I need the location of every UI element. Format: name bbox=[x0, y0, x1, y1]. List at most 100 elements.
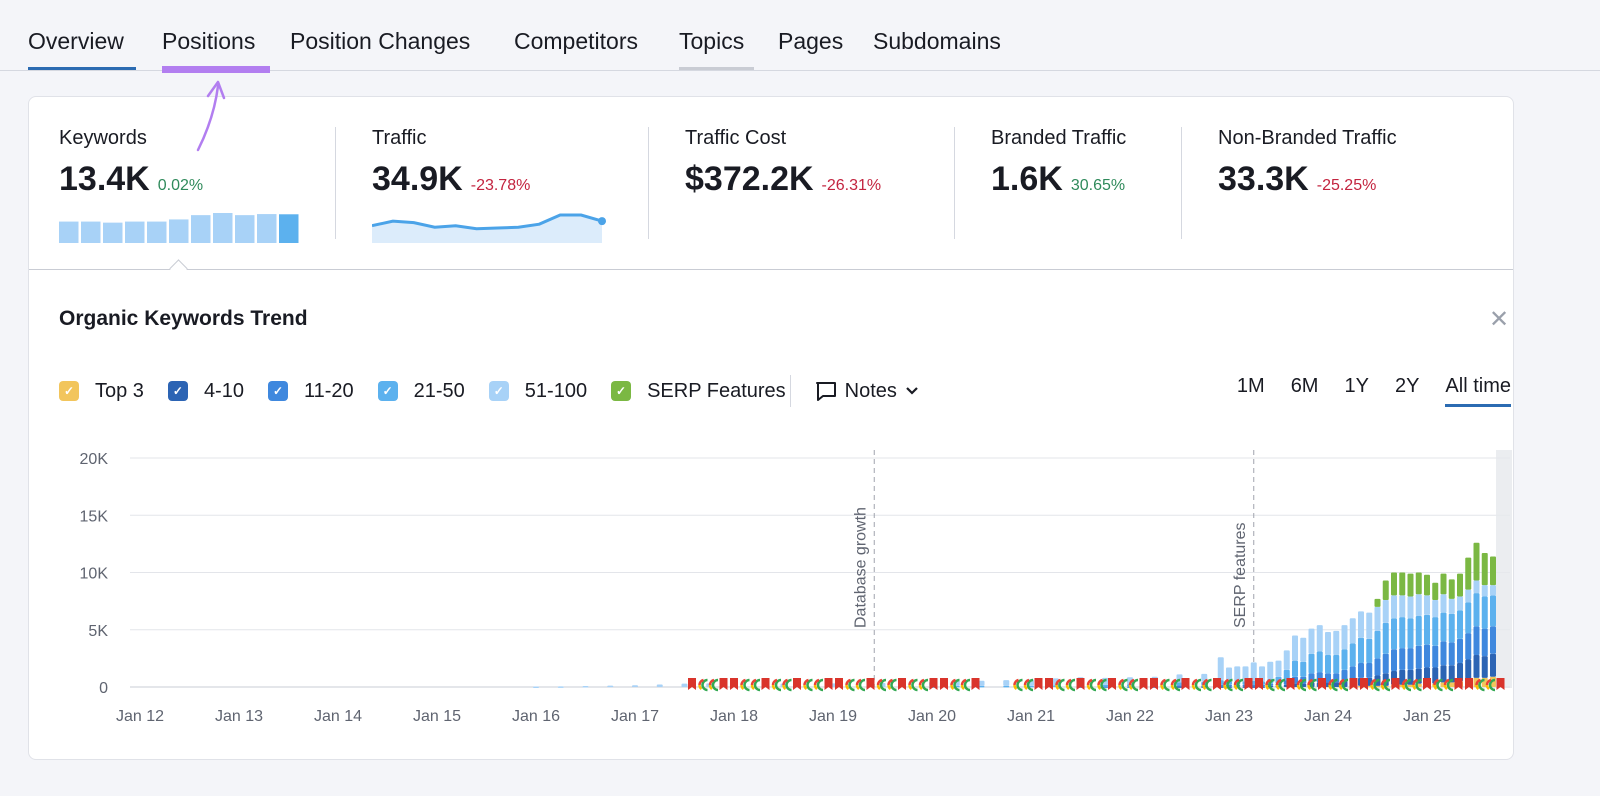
range-1y[interactable]: 1Y bbox=[1344, 375, 1369, 397]
x-tick-label: Jan 25 bbox=[1403, 708, 1451, 725]
tab-position-changes[interactable]: Position Changes bbox=[290, 28, 471, 54]
bar-segment-11-20 bbox=[1424, 644, 1430, 668]
legend-11-20[interactable]: ✓ 11-20 bbox=[267, 380, 354, 403]
metric-traffic[interactable]: Traffic 34.9K -23.78% bbox=[371, 127, 612, 248]
divider bbox=[1181, 127, 1182, 239]
legend-21-50[interactable]: ✓ 21-50 bbox=[377, 380, 465, 403]
notes-label: Notes bbox=[844, 379, 897, 402]
google-update-icon bbox=[1055, 678, 1065, 692]
google-g-arc bbox=[813, 678, 820, 686]
tab-pages[interactable]: Pages bbox=[778, 28, 844, 54]
tab-topics[interactable]: Topics bbox=[679, 28, 745, 54]
google-g-arc bbox=[921, 678, 929, 692]
tab-subdomains[interactable]: Subdomains bbox=[873, 28, 1001, 54]
google-g-arc bbox=[1058, 678, 1065, 692]
google-g-arc bbox=[1478, 678, 1485, 692]
google-g-arc bbox=[1338, 678, 1345, 686]
checkbox-icon[interactable]: ✓ bbox=[267, 381, 288, 401]
metric-change: -25.25% bbox=[1316, 177, 1377, 194]
bar-segment-51-100 bbox=[1325, 632, 1331, 655]
google-g-arc bbox=[1055, 678, 1061, 686]
metric-non-branded-traffic[interactable]: Non-Branded Traffic 33.3K -25.25% bbox=[1218, 127, 1397, 199]
checkbox-icon[interactable]: ✓ bbox=[167, 381, 188, 401]
metric-branded-traffic[interactable]: Branded Traffic 1.6K 30.65% bbox=[991, 127, 1126, 199]
google-update-flag-icon bbox=[1255, 678, 1263, 690]
bar-segment-51-100 bbox=[1217, 657, 1224, 681]
google-g-arc bbox=[743, 678, 750, 692]
bar-segment-11-20 bbox=[1473, 626, 1480, 655]
bar-segment-51-100 bbox=[1003, 680, 1010, 686]
bar-segment-serp-features bbox=[1407, 573, 1414, 597]
range-all-time[interactable]: All time bbox=[1445, 375, 1511, 407]
google-g-arc bbox=[960, 678, 967, 686]
bar-segment-21-50 bbox=[1333, 654, 1340, 674]
google-update-flag-icon bbox=[1034, 678, 1043, 690]
legend-51-100[interactable]: ✓ 51-100 bbox=[488, 380, 587, 403]
range-1m[interactable]: 1M bbox=[1236, 375, 1265, 397]
google-g-arc bbox=[708, 678, 715, 686]
google-g-arc bbox=[1443, 678, 1450, 686]
bar-segment-51-100 bbox=[1448, 598, 1455, 614]
google-update-icon bbox=[1097, 678, 1107, 692]
google-g-arc bbox=[1401, 684, 1406, 690]
google-g-arc bbox=[1373, 678, 1380, 692]
google-g-arc bbox=[753, 678, 761, 692]
google-g-arc bbox=[908, 678, 914, 686]
google-g-arc bbox=[918, 684, 923, 690]
google-g-arc bbox=[1488, 678, 1496, 692]
google-g-arc bbox=[1097, 684, 1102, 690]
google-g-arc bbox=[911, 678, 918, 692]
google-g-arc bbox=[1023, 684, 1028, 690]
google-g-arc bbox=[1131, 678, 1139, 692]
bar-segment-51-100 bbox=[1341, 625, 1348, 650]
notes-dropdown[interactable]: Notes bbox=[815, 380, 919, 403]
metric-change: -26.31% bbox=[821, 177, 882, 194]
sparkline-bar bbox=[191, 215, 211, 243]
tab-competitors[interactable]: Competitors bbox=[514, 28, 638, 54]
legend-serp-features[interactable]: ✓ SERP Features bbox=[611, 380, 786, 403]
overview-card: Keywords 13.4K 0.02% Traffic 34.9K -23.78%… bbox=[28, 96, 1514, 760]
google-g-arc bbox=[711, 678, 719, 692]
checkbox-icon[interactable]: ✓ bbox=[611, 381, 632, 401]
google-update-flag-icon bbox=[1076, 678, 1085, 690]
google-update-flag-icon bbox=[1045, 678, 1053, 690]
sparkline-bar bbox=[213, 213, 233, 243]
tab-positions[interactable]: Positions bbox=[162, 28, 256, 54]
google-update-icon bbox=[1433, 678, 1443, 692]
google-update-icon bbox=[887, 678, 897, 692]
close-icon[interactable]: ✕ bbox=[1489, 306, 1510, 333]
google-g-arc bbox=[950, 684, 955, 690]
google-update-icon bbox=[1401, 678, 1412, 692]
google-update-icon bbox=[1475, 678, 1485, 692]
range-2y[interactable]: 2Y bbox=[1394, 375, 1420, 397]
bar-segment-21-50 bbox=[978, 685, 985, 688]
google-g-arc bbox=[1412, 684, 1417, 690]
metric-traffic-cost[interactable]: Traffic Cost $372.2K -26.31% bbox=[685, 127, 881, 199]
range-6m[interactable]: 6M bbox=[1290, 375, 1319, 397]
google-g-arc bbox=[1128, 678, 1135, 686]
google-update-icon bbox=[908, 678, 918, 692]
metric-value: 1.6K bbox=[991, 160, 1063, 198]
google-g-arc bbox=[1055, 684, 1060, 690]
checkbox-icon[interactable]: ✓ bbox=[488, 381, 509, 401]
tab-overview[interactable]: Overview bbox=[28, 28, 124, 54]
metric-keywords[interactable]: Keywords 13.4K 0.02% bbox=[59, 127, 299, 248]
divider bbox=[335, 127, 336, 239]
google-g-arc bbox=[1404, 678, 1412, 692]
bar-segment-11-20 bbox=[1349, 666, 1356, 679]
bar-segment-serp-features bbox=[1415, 572, 1422, 595]
google-g-arc bbox=[803, 678, 809, 686]
legend-top3[interactable]: ✓ Top 3 bbox=[59, 380, 144, 403]
bar-segment-51-100 bbox=[1382, 599, 1389, 623]
google-g-arc bbox=[1160, 678, 1166, 686]
checkbox-icon[interactable]: ✓ bbox=[59, 381, 79, 401]
legend-4-10[interactable]: ✓ 4-10 bbox=[167, 380, 244, 403]
google-g-arc bbox=[953, 678, 960, 692]
bar-segment-51-100 bbox=[1391, 595, 1397, 619]
google-update-icon bbox=[1086, 678, 1097, 692]
checkbox-icon[interactable]: ✓ bbox=[377, 381, 398, 401]
sparkline-end-dot bbox=[598, 217, 606, 226]
bar-segment-11-20 bbox=[1399, 648, 1406, 670]
google-update-flag-icon bbox=[1349, 678, 1358, 690]
